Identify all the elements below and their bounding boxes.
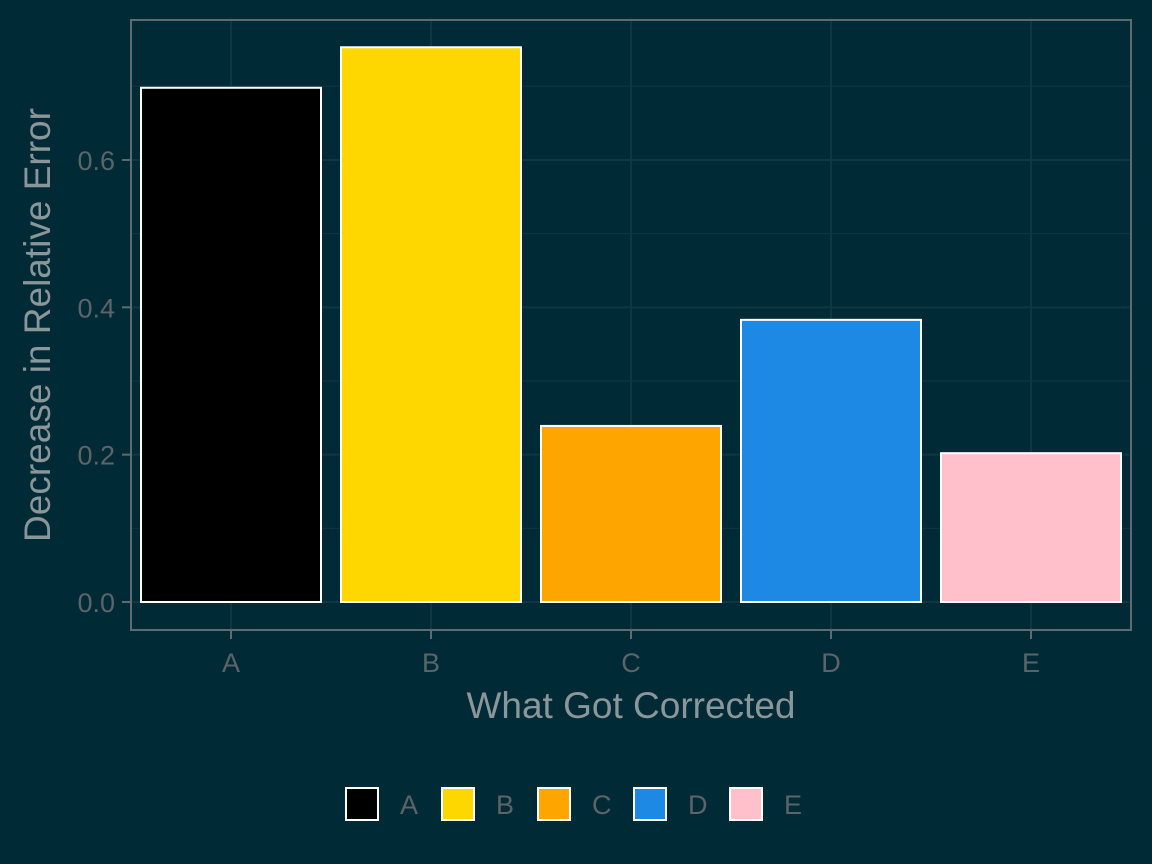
legend-label: C	[592, 790, 612, 820]
legend-label: A	[400, 790, 418, 820]
y-tick-label: 0.2	[77, 441, 115, 471]
y-tick-label: 0.6	[77, 146, 115, 176]
legend-label: D	[688, 790, 708, 820]
x-tick-label: A	[222, 648, 240, 678]
x-axis: A B C D E	[222, 630, 1040, 678]
legend-key-E	[729, 787, 763, 821]
bar-B	[340, 46, 522, 604]
x-axis-title: What Got Corrected	[466, 685, 795, 726]
x-tick-label: C	[621, 648, 641, 678]
legend-label: B	[496, 790, 514, 820]
bar-A	[140, 86, 322, 604]
bar-D	[740, 318, 922, 604]
bar-C	[540, 424, 722, 604]
bar-E	[940, 452, 1122, 604]
y-axis: 0.0 0.2 0.4 0.6	[77, 146, 131, 618]
bars	[140, 46, 1122, 604]
legend-key-D	[633, 787, 667, 821]
legend-key-C	[537, 787, 571, 821]
y-tick-label: 0.4	[77, 293, 115, 323]
y-tick-label: 0.0	[77, 588, 115, 618]
x-tick-label: B	[422, 648, 440, 678]
legend-label: E	[784, 790, 802, 820]
y-axis-title: Decrease in Relative Error	[17, 108, 58, 542]
legend-key-B	[441, 787, 475, 821]
x-tick-label: E	[1022, 648, 1040, 678]
legend-key-A	[345, 787, 379, 821]
x-tick-label: D	[821, 648, 841, 678]
legend: A B C D E	[345, 787, 802, 821]
